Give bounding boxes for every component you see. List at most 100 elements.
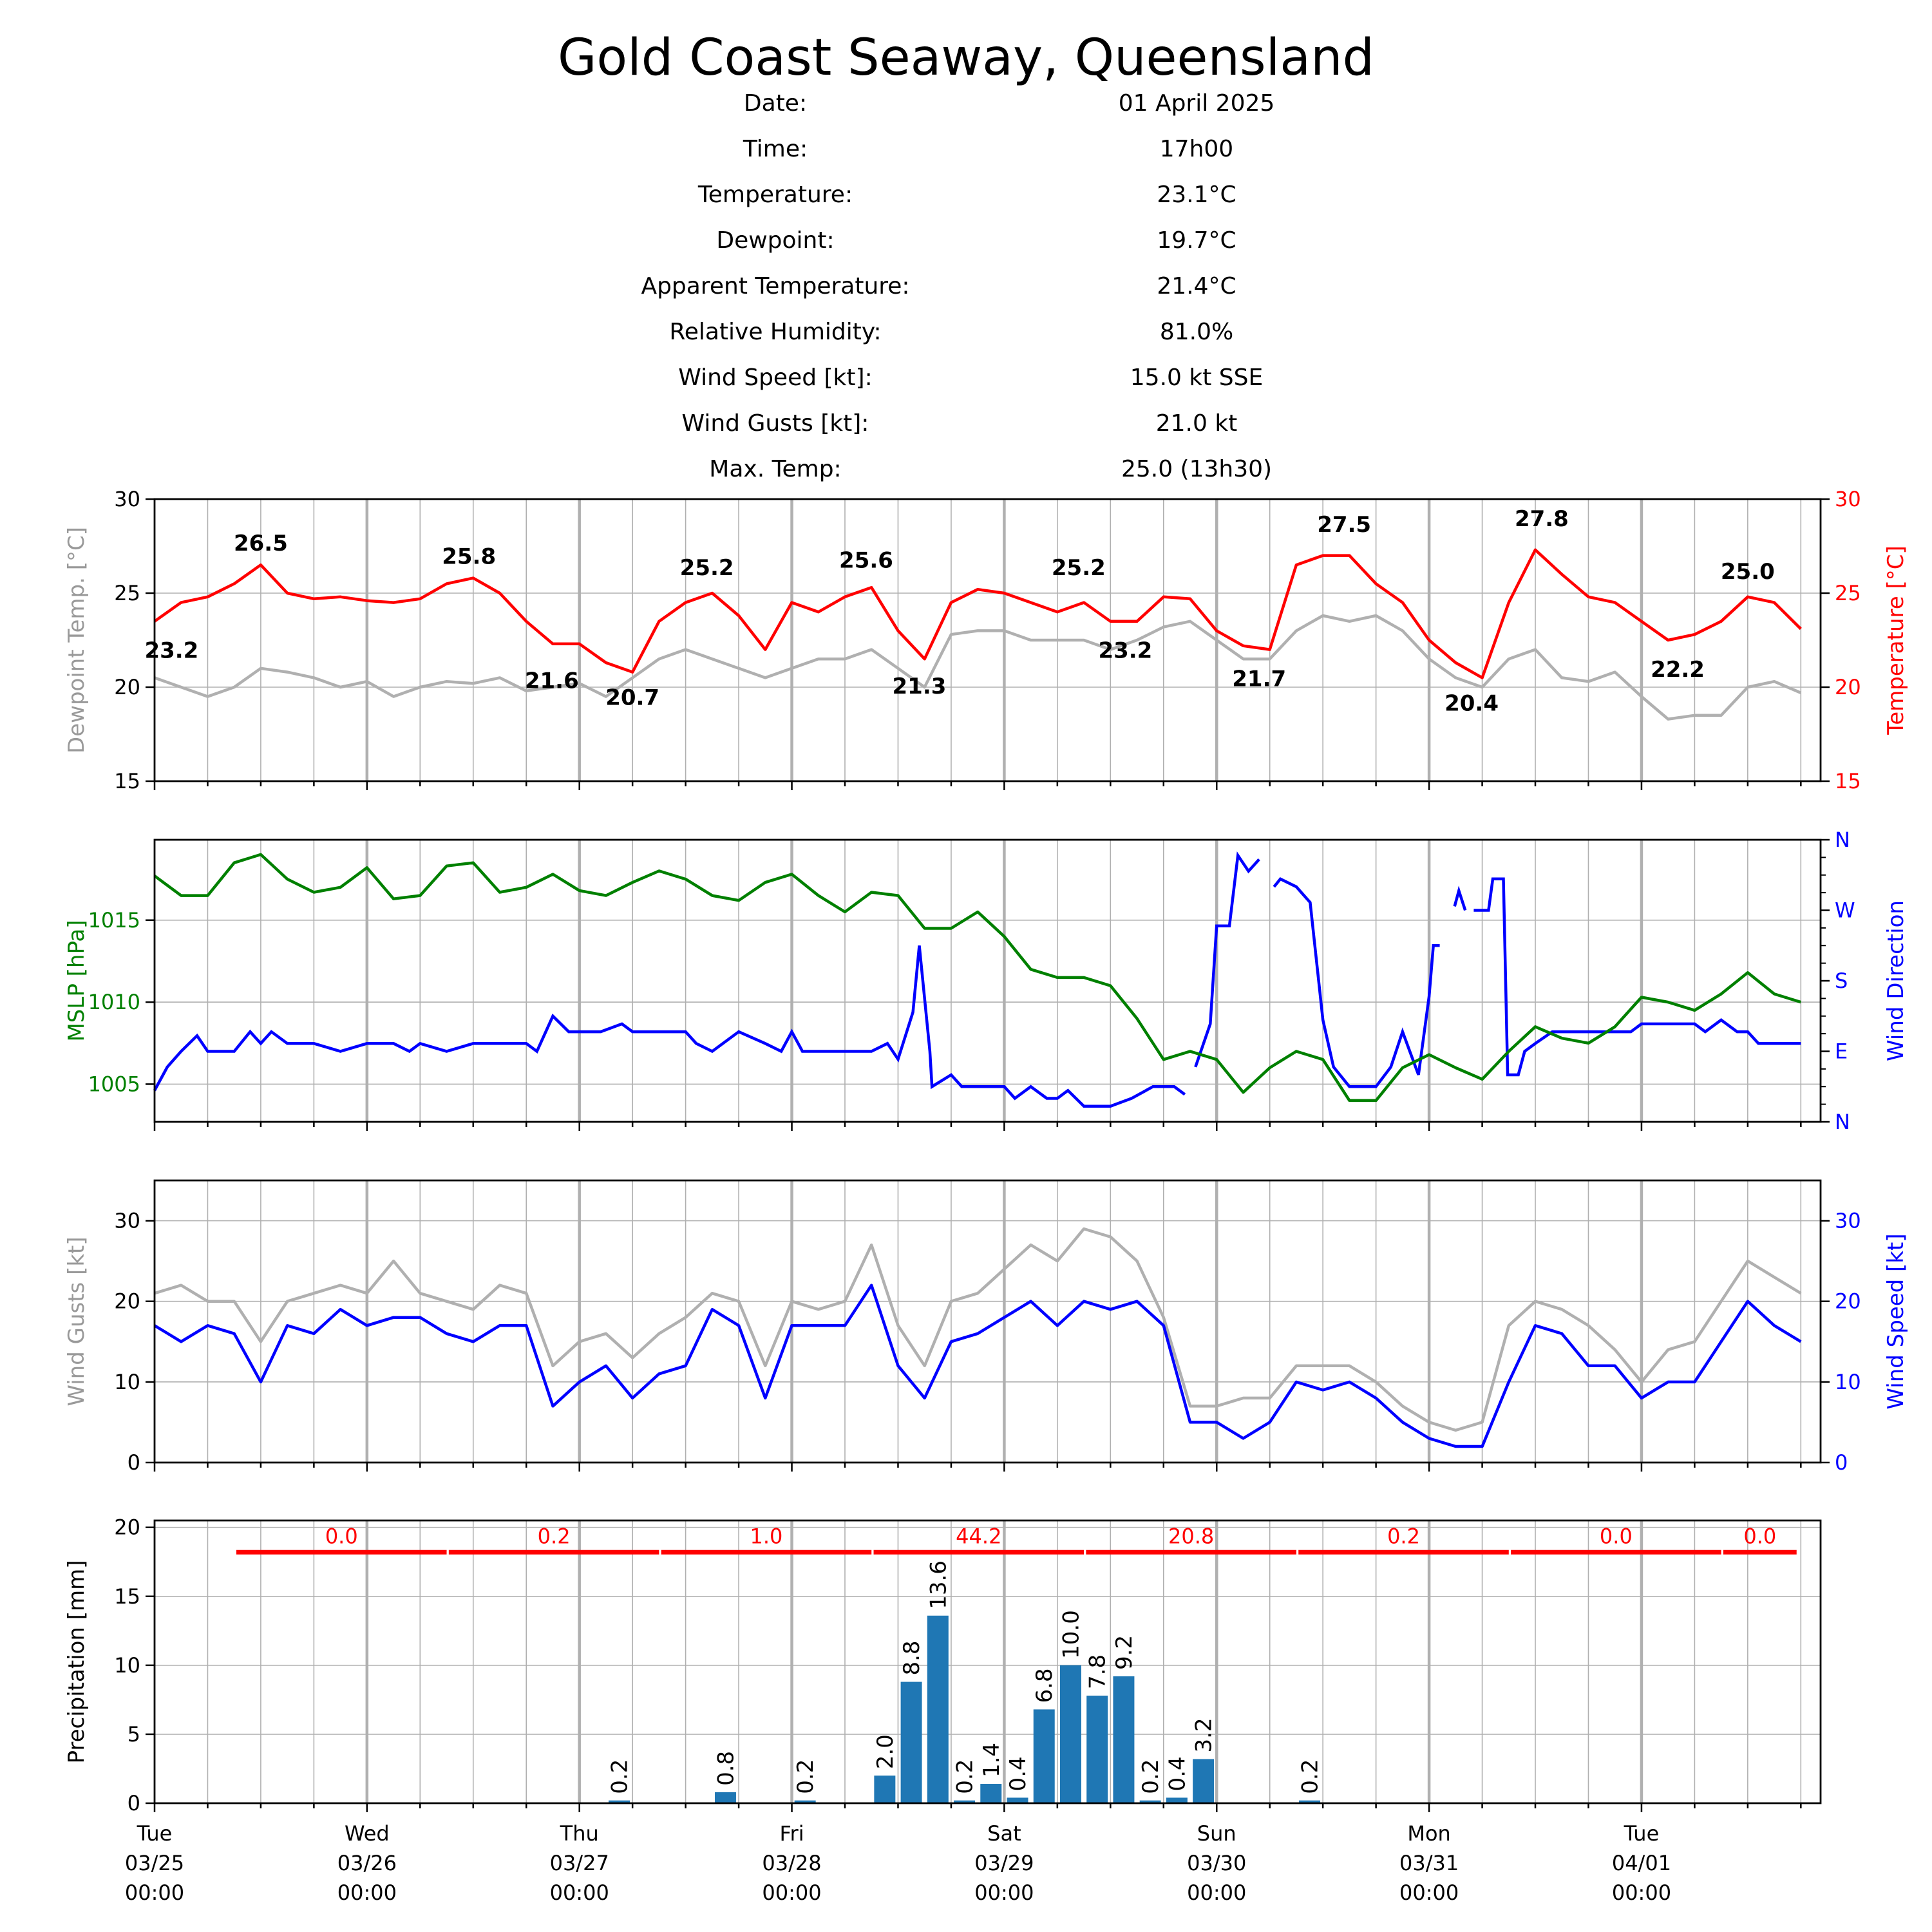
temperature-annotation: 21.6 — [525, 668, 579, 694]
y-tick-label: 30 — [1835, 1209, 1861, 1233]
daily-total-label: 0.0 — [1600, 1524, 1633, 1548]
x-tick-label-time: 00:00 — [125, 1880, 184, 1905]
row-wind-gusts: Wind Gusts [kt]: 21.0 kt — [0, 410, 1932, 449]
mslp-line — [153, 853, 1801, 1103]
x-tick-label-time: 00:00 — [762, 1880, 821, 1905]
row-value: 15.0 kt SSE — [1130, 365, 1264, 391]
temperature-annotation: 25.6 — [839, 547, 893, 573]
precip-bar — [1059, 1665, 1081, 1803]
y-tick-label: 10 — [1835, 1370, 1861, 1394]
row-wind-speed: Wind Speed [kt]: 15.0 kt SSE — [0, 365, 1932, 403]
y-axis-label: Wind Direction — [1883, 900, 1909, 1061]
row-label: Wind Gusts [kt]: — [681, 410, 869, 437]
row-apparent-temperature: Apparent Temperature: 21.4°C — [0, 273, 1932, 312]
precip-bar-label: 0.2 — [1138, 1759, 1164, 1794]
x-tick-label-time: 00:00 — [1187, 1880, 1246, 1905]
precip-bar-label: 0.2 — [952, 1759, 978, 1794]
daily-total-label: 0.2 — [1387, 1524, 1420, 1548]
y-tick-label: N — [1835, 828, 1850, 852]
temperature-annotation: 27.8 — [1515, 506, 1569, 532]
y-tick-label: 5 — [128, 1722, 140, 1747]
x-tick-label-date: 03/30 — [1187, 1851, 1246, 1875]
row-label: Wind Speed [kt]: — [678, 365, 873, 391]
x-tick-label-date: 03/29 — [974, 1851, 1034, 1875]
precip-bar — [794, 1800, 816, 1803]
temperature-annotation: 21.7 — [1232, 666, 1286, 692]
row-label: Temperature: — [697, 182, 853, 208]
x-tick-label-date: 03/31 — [1399, 1851, 1459, 1875]
y-tick-label: 20 — [1835, 1289, 1861, 1314]
x-tick-label-day: Fri — [779, 1821, 804, 1846]
row-max-temp: Max. Temp: 25.0 (13h30) — [0, 456, 1932, 495]
x-tick-label-day: Sun — [1197, 1821, 1236, 1846]
temperature-annotation: 25.8 — [442, 544, 496, 570]
plot-frame — [153, 838, 1822, 1123]
precip-bar — [1033, 1709, 1055, 1803]
row-value: 17h00 — [1159, 136, 1234, 162]
y-tick-label: 0 — [128, 1791, 140, 1815]
y-tick-label: S — [1835, 969, 1848, 993]
row-label: Relative Humidity: — [669, 319, 882, 345]
temperature-annotation: 20.7 — [605, 685, 659, 711]
row-label: Dewpoint: — [716, 227, 835, 254]
row-label: Date: — [743, 90, 808, 117]
precip-bar — [1086, 1695, 1108, 1803]
wind-direction-line — [1473, 877, 1801, 1077]
wind-direction-line — [1453, 886, 1467, 911]
row-temperature: Temperature: 23.1°C — [0, 182, 1932, 220]
temperature-annotation: 22.2 — [1651, 657, 1705, 683]
y-tick-label: 20 — [1835, 675, 1861, 699]
precip-bar-label: 0.2 — [793, 1759, 819, 1794]
x-tick-label-time: 00:00 — [550, 1880, 609, 1905]
precip-bar-label: 13.6 — [925, 1560, 951, 1609]
temperature-line — [153, 548, 1802, 679]
y-tick-label: 30 — [114, 1209, 140, 1233]
y-axis-label: Wind Speed [kt] — [1883, 1233, 1909, 1409]
daily-total-label: 0.0 — [325, 1524, 358, 1548]
wind-direction-line — [153, 945, 1186, 1108]
x-tick-label-day: Mon — [1407, 1821, 1450, 1846]
temperature-annotation: 27.5 — [1317, 512, 1371, 538]
y-tick-label: 15 — [114, 1584, 140, 1609]
x-tick-label-time: 00:00 — [1399, 1880, 1459, 1905]
row-date: Date: 01 April 2025 — [0, 90, 1932, 129]
x-tick-label-date: 04/01 — [1612, 1851, 1671, 1875]
y-axis-label: Temperature [°C] — [1883, 545, 1909, 735]
dewpoint-line — [154, 614, 1802, 721]
x-tick-label-date: 03/28 — [762, 1851, 821, 1875]
temperature-annotation: 20.4 — [1444, 690, 1499, 716]
plot-frame — [153, 1519, 1822, 1804]
y-tick-label: W — [1835, 898, 1855, 923]
row-label: Apparent Temperature: — [641, 273, 910, 299]
x-tick-label-day: Tue — [1624, 1821, 1660, 1846]
x-tick-label-day: Sat — [987, 1821, 1021, 1846]
y-axis-label: Precipitation [mm] — [64, 1560, 90, 1763]
y-tick-label: 25 — [114, 581, 140, 605]
x-tick-label-date: 03/25 — [125, 1851, 184, 1875]
row-dewpoint: Dewpoint: 19.7°C — [0, 227, 1932, 266]
x-tick-label-day: Thu — [560, 1821, 599, 1846]
precip-bar-label: 0.8 — [713, 1751, 739, 1786]
row-value: 01 April 2025 — [1118, 90, 1275, 117]
precip-bar — [1299, 1800, 1321, 1803]
temperature-annotation: 26.5 — [234, 531, 288, 556]
precip-bar-label: 0.4 — [1164, 1756, 1190, 1791]
y-tick-label: 0 — [128, 1450, 140, 1475]
x-tick-label-day: Tue — [137, 1821, 173, 1846]
precip-bar — [927, 1615, 949, 1803]
precip-bar-label: 0.2 — [1298, 1759, 1323, 1794]
row-value: 25.0 (13h30) — [1121, 456, 1273, 482]
temperature-annotation: 23.2 — [1098, 638, 1152, 664]
precip-bar-label: 10.0 — [1058, 1610, 1084, 1659]
precip-bar — [1166, 1797, 1188, 1803]
row-value: 21.4°C — [1157, 273, 1236, 299]
row-value: 21.0 kt — [1155, 410, 1238, 437]
y-tick-label: 30 — [114, 487, 140, 511]
plot-frame — [153, 498, 1822, 782]
y-axis-label: Wind Gusts [kt] — [64, 1236, 90, 1406]
precip-bar — [609, 1800, 630, 1803]
precip-bar-label: 2.0 — [873, 1734, 898, 1769]
temperature-annotation: 21.3 — [893, 674, 947, 699]
precip-bar — [1007, 1797, 1028, 1803]
